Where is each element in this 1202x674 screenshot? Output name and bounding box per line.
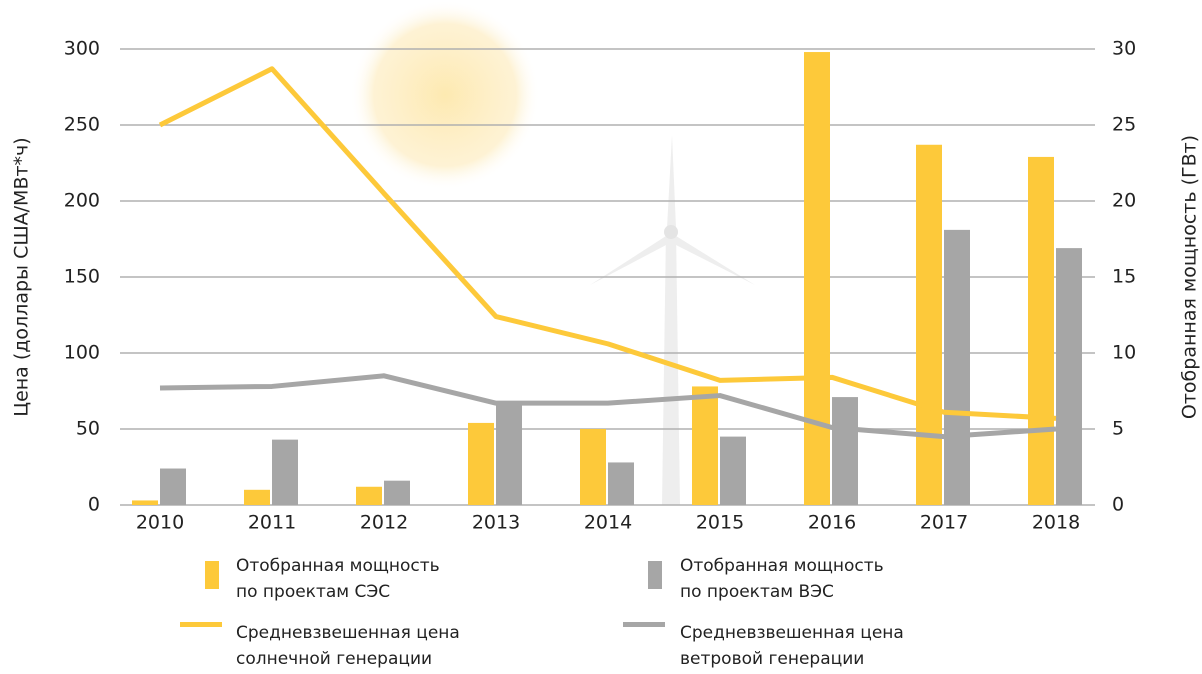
x-tick-label: 2016 (808, 512, 856, 534)
bar (468, 423, 494, 505)
bar (832, 397, 858, 505)
y2-tick-label: 20 (1112, 190, 1136, 212)
y-tick-label: 150 (64, 266, 100, 288)
y2-tick-label: 0 (1112, 494, 1124, 516)
bar (1028, 157, 1054, 505)
y2-axis-title: Отобранная мощность (ГВт) (1179, 135, 1201, 419)
bar (720, 437, 746, 505)
sun-decoration (350, 0, 540, 190)
bar (1056, 248, 1082, 505)
bar (384, 481, 410, 505)
y-tick-label: 0 (88, 494, 100, 516)
y-tick-label: 200 (64, 190, 100, 212)
y2-tick-label: 10 (1112, 342, 1136, 364)
bar (608, 462, 634, 505)
legend-label: Отобранная мощность по проектам СЭС (236, 553, 440, 605)
bar (356, 487, 382, 505)
y2-tick-label: 25 (1112, 114, 1136, 136)
bar (496, 403, 522, 505)
x-tick-label: 2017 (920, 512, 968, 534)
y-tick-label: 250 (64, 114, 100, 136)
y2-tick-label: 15 (1112, 266, 1136, 288)
bar (692, 386, 718, 505)
legend-label: Отобранная мощность по проектам ВЭС (680, 553, 884, 605)
legend-swatch (180, 622, 222, 627)
y-axis-title: Цена (доллары США/МВт*ч) (11, 137, 33, 416)
legend-swatch (623, 622, 665, 627)
bar (160, 469, 186, 505)
legend-label: Средневзвешенная цена ветровой генерации (680, 620, 904, 672)
y2-tick-label: 30 (1112, 38, 1136, 60)
x-tick-label: 2012 (360, 512, 408, 534)
x-tick-label: 2010 (136, 512, 184, 534)
legend-swatch (648, 561, 662, 589)
legend-swatch (205, 561, 219, 589)
y-tick-label: 300 (64, 38, 100, 60)
bar (804, 52, 830, 505)
x-tick-label: 2013 (472, 512, 520, 534)
x-tick-label: 2014 (584, 512, 632, 534)
bar (244, 490, 270, 505)
bar (580, 429, 606, 505)
y-tick-label: 50 (76, 418, 100, 440)
x-tick-label: 2011 (248, 512, 296, 534)
bar (272, 440, 298, 505)
x-tick-label: 2015 (696, 512, 744, 534)
chart: Цена (доллары США/МВт*ч) Отобранная мощн… (0, 0, 1202, 674)
bar (132, 500, 158, 505)
bar (944, 230, 970, 505)
legend-label: Средневзвешенная цена солнечной генераци… (236, 620, 460, 672)
bar (916, 145, 942, 505)
y-tick-label: 100 (64, 342, 100, 364)
page: Цена (доллары США/МВт*ч) Отобранная мощн… (0, 0, 1202, 674)
y2-tick-label: 5 (1112, 418, 1124, 440)
x-tick-label: 2018 (1032, 512, 1080, 534)
